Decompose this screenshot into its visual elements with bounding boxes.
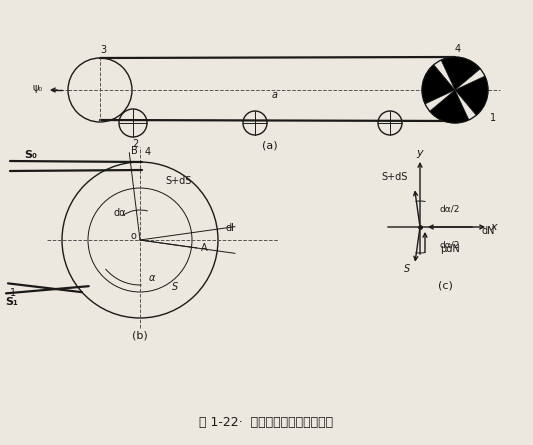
Text: S+dS: S+dS [382, 172, 408, 182]
Text: 1: 1 [490, 113, 496, 123]
Text: (b): (b) [132, 331, 148, 341]
Text: S₀: S₀ [24, 150, 37, 160]
Text: x: x [491, 222, 497, 232]
Text: dα/2: dα/2 [440, 205, 460, 214]
Text: ψ₀: ψ₀ [33, 83, 43, 93]
Wedge shape [422, 65, 455, 104]
Text: (c): (c) [438, 280, 453, 290]
Wedge shape [430, 90, 469, 123]
Wedge shape [455, 76, 488, 115]
Text: dα/2: dα/2 [440, 240, 460, 250]
Text: 图 1-22·  带式输送机摩擦驱动原理: 图 1-22· 带式输送机摩擦驱动原理 [199, 417, 333, 429]
Text: 4: 4 [145, 147, 151, 157]
Text: B: B [131, 146, 138, 156]
Text: S: S [404, 264, 410, 274]
Text: 1: 1 [10, 288, 16, 298]
Text: S₁: S₁ [5, 297, 18, 307]
Text: a: a [272, 90, 278, 100]
Text: 4: 4 [455, 44, 461, 54]
Text: o: o [130, 231, 136, 241]
Text: dl: dl [225, 223, 235, 233]
Text: (a): (a) [262, 140, 278, 150]
Text: S: S [172, 282, 178, 292]
Text: 2: 2 [132, 139, 138, 149]
Text: S+dS: S+dS [166, 177, 192, 186]
Text: dα: dα [114, 208, 126, 218]
Text: α: α [149, 273, 155, 283]
Text: μdN: μdN [440, 244, 460, 254]
Text: 3: 3 [100, 45, 106, 55]
Wedge shape [441, 57, 480, 90]
Text: dN: dN [481, 226, 495, 236]
Text: A: A [201, 243, 207, 253]
Text: y: y [417, 148, 423, 158]
